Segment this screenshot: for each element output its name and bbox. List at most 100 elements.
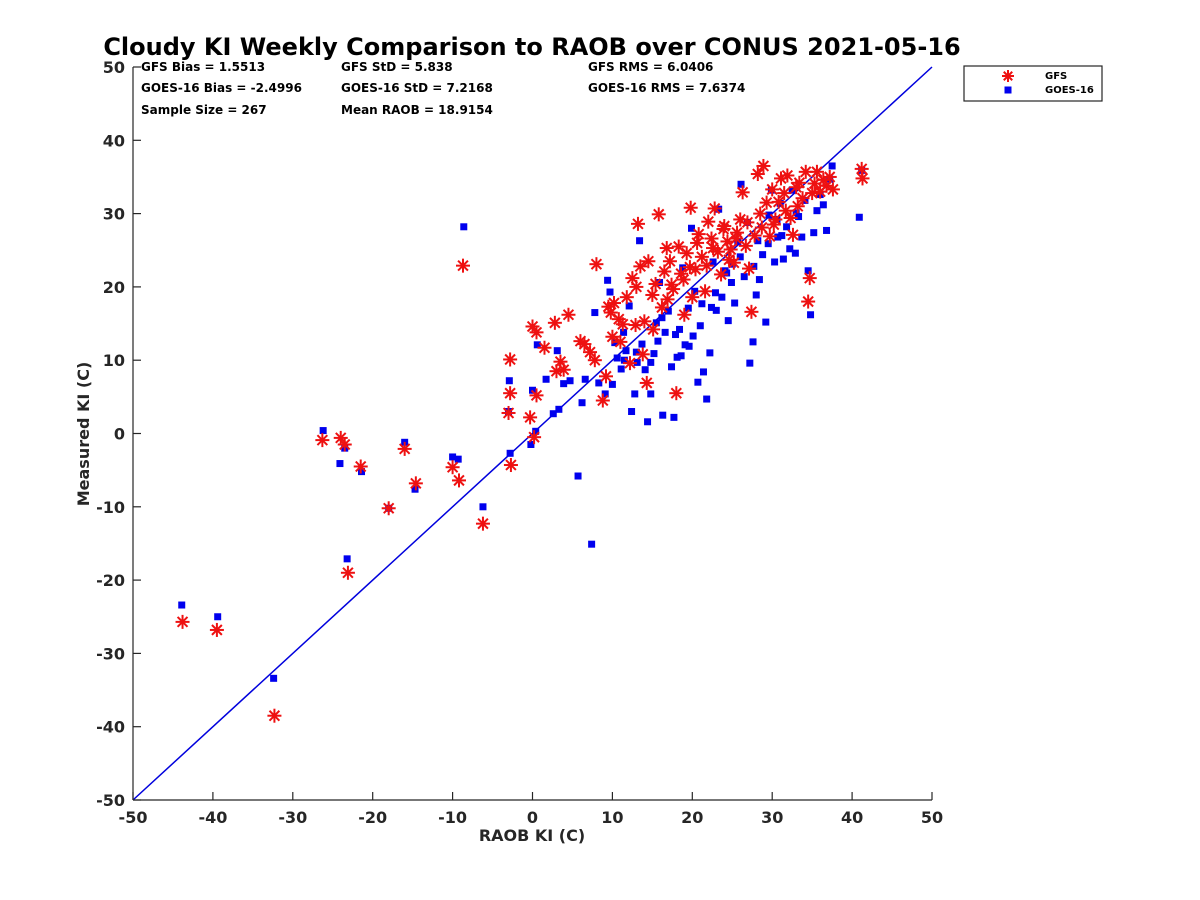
x-axis-label: RAOB KI (C) <box>479 826 585 845</box>
gfs-point <box>714 267 729 282</box>
goes16-point <box>828 162 836 170</box>
gfs-point <box>740 215 755 230</box>
goes16-point <box>659 411 667 419</box>
gfs-point <box>587 353 602 368</box>
gfs-point <box>529 388 544 403</box>
gfs-point <box>613 334 628 349</box>
goes16-point <box>711 289 719 297</box>
goes16-point <box>664 307 672 315</box>
gfs-point <box>340 565 355 580</box>
goes16-point <box>527 440 535 448</box>
gfs-point <box>645 287 660 302</box>
goes16-point <box>724 317 732 325</box>
gfs-point <box>353 459 368 474</box>
gfs-point <box>628 318 643 333</box>
goes16-point <box>641 366 649 374</box>
gfs-point <box>792 175 807 190</box>
gfs-point <box>701 214 716 229</box>
gfs-point <box>685 290 700 305</box>
y-tick-label: -30 <box>96 644 125 663</box>
gfs-point <box>750 167 765 182</box>
goes16-point <box>778 232 786 240</box>
goes16-point <box>214 613 222 621</box>
gfs-point <box>822 169 837 184</box>
goes16-point <box>779 255 787 263</box>
gfs-point <box>561 307 576 322</box>
gfs-point <box>622 356 637 371</box>
goes16-point <box>707 303 715 311</box>
goes16-point <box>532 427 540 435</box>
goes16-point <box>698 300 706 308</box>
gfs-point <box>583 345 598 360</box>
goes16-point <box>549 410 557 418</box>
gfs-point <box>677 307 692 322</box>
goes16-point <box>644 418 652 426</box>
stat-text: Sample Size = 267 <box>141 103 267 117</box>
goes16-point <box>606 288 614 296</box>
gfs-point <box>664 277 679 292</box>
stat-text: GFS Bias = 1.5513 <box>141 60 265 74</box>
gfs-point <box>676 272 691 287</box>
gfs-point <box>445 460 460 475</box>
goes16-point <box>636 237 644 245</box>
gfs-point <box>762 229 777 244</box>
y-tick-label: 40 <box>103 131 125 150</box>
goes16-point <box>581 375 589 383</box>
data-points <box>175 158 870 723</box>
y-tick-label: -10 <box>96 498 125 517</box>
goes16-point <box>673 353 681 361</box>
gfs-point <box>654 300 669 315</box>
goes16-point <box>694 378 702 386</box>
goes16-point <box>620 356 628 364</box>
x-tick-label: -30 <box>278 808 307 827</box>
gfs-point <box>175 614 190 629</box>
goes16-point <box>706 349 714 357</box>
stat-text: GOES-16 RMS = 7.6374 <box>588 81 745 95</box>
y-tick-label: 30 <box>103 205 125 224</box>
goes16-point <box>762 318 770 326</box>
gfs-point <box>682 260 697 275</box>
gfs-point <box>475 516 490 531</box>
goes16-point <box>727 279 735 287</box>
gfs-point <box>657 264 672 279</box>
goes16-point <box>622 347 630 355</box>
gfs-point <box>694 249 709 264</box>
gfs-point <box>619 290 634 305</box>
gfs-point <box>639 375 654 390</box>
y-axis-label: Measured KI (C) <box>74 362 93 507</box>
gfs-point <box>501 405 516 420</box>
gfs-point <box>633 259 648 274</box>
goes16-point <box>679 264 687 272</box>
gfs-point <box>527 430 542 445</box>
goes16-point <box>791 249 799 257</box>
legend: GFS GOES-16 <box>963 65 1103 102</box>
stat-text: GOES-16 StD = 7.2168 <box>341 81 493 95</box>
x-tick-label: 40 <box>841 808 863 827</box>
goes16-point <box>270 674 278 682</box>
goes16-point <box>804 267 812 275</box>
gfs-point <box>606 296 621 311</box>
series-goes-16 <box>178 162 866 682</box>
gfs-point <box>766 217 781 232</box>
gfs-point <box>315 433 330 448</box>
gfs-point <box>777 186 792 201</box>
goes16-point <box>620 328 628 336</box>
gfs-point <box>729 231 744 246</box>
goes16-point <box>764 240 772 248</box>
y-tick-label: 50 <box>103 58 125 77</box>
goes16-point <box>672 331 680 339</box>
y-tick-label: 20 <box>103 278 125 297</box>
goes16-point <box>689 332 697 340</box>
stat-text: GOES-16 Bias = -2.4996 <box>141 81 302 95</box>
gfs-point <box>660 292 675 307</box>
goes16-point <box>625 302 633 310</box>
goes16-point <box>454 455 462 463</box>
goes16-point <box>505 377 513 385</box>
goes16-point <box>460 223 468 231</box>
goes16-point <box>755 276 763 284</box>
y-axis-ticks: 50 40 30 20 10 0 -10 -20 -30 -40 -50 <box>96 58 141 810</box>
gfs-point <box>704 231 719 246</box>
gfs-point <box>267 708 282 723</box>
goes16-point <box>677 352 685 360</box>
